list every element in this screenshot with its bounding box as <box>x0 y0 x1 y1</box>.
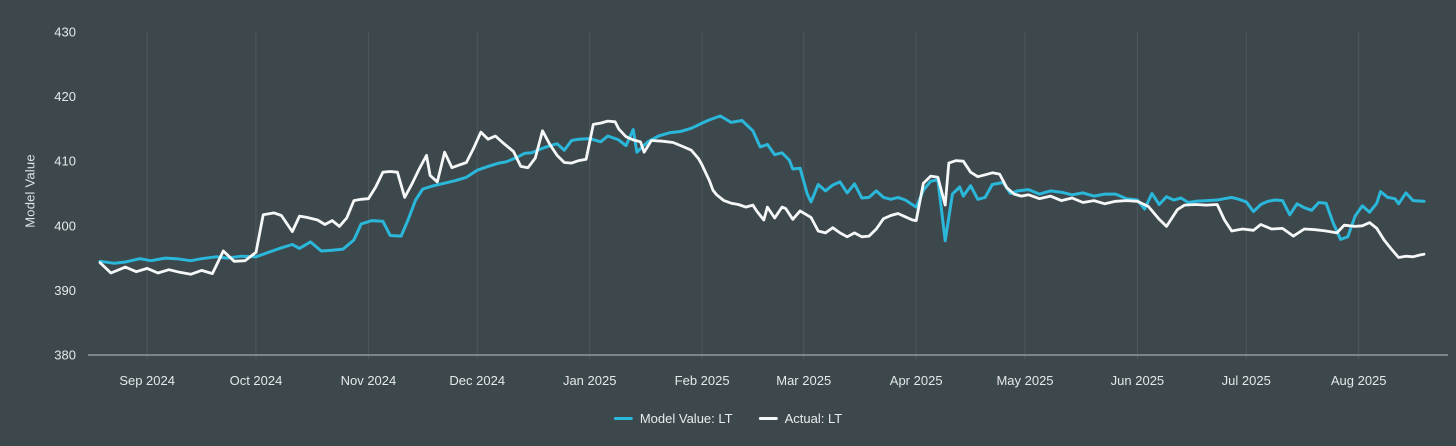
model-value-series-line[interactable] <box>98 114 1426 265</box>
x-tick-label: May 2025 <box>996 373 1053 388</box>
y-tick-label: 430 <box>54 25 76 40</box>
y-tick-label: 390 <box>54 283 76 298</box>
x-tick-label: Jan 2025 <box>563 373 617 388</box>
x-tick-label: Sep 2024 <box>119 373 175 388</box>
actual-series-line[interactable] <box>98 119 1426 276</box>
x-tick-label: Feb 2025 <box>675 373 730 388</box>
x-tick-label: Jul 2025 <box>1222 373 1271 388</box>
y-tick-label: 400 <box>54 218 76 233</box>
x-tick-label: Aug 2025 <box>1331 373 1387 388</box>
x-tick-label: Apr 2025 <box>890 373 943 388</box>
y-axis-title: Model Value <box>22 154 38 228</box>
x-tick-label: Dec 2024 <box>449 373 505 388</box>
legend: Model Value: LT Actual: LT <box>613 411 843 426</box>
model-series-line-icon <box>613 417 633 420</box>
legend-label-model-value: Model Value: LT <box>639 411 733 426</box>
y-tick-label: 380 <box>54 348 76 363</box>
y-tick-label: 410 <box>54 154 76 169</box>
legend-item-model-value[interactable]: Model Value: LT <box>613 411 733 426</box>
legend-item-actual[interactable]: Actual: LT <box>758 411 843 426</box>
actual-series-line-icon <box>758 417 778 420</box>
y-tick-label: 420 <box>54 89 76 104</box>
legend-label-actual: Actual: LT <box>784 411 843 426</box>
x-tick-label: Nov 2024 <box>341 373 397 388</box>
x-tick-label: Mar 2025 <box>776 373 831 388</box>
x-tick-label: Jun 2025 <box>1111 373 1165 388</box>
x-tick-label: Oct 2024 <box>230 373 283 388</box>
